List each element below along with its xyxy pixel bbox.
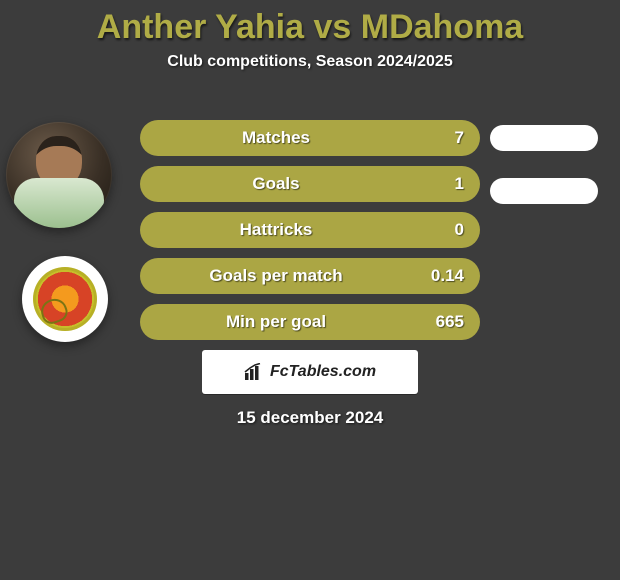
stat-bar: Matches7: [140, 120, 480, 156]
stat-label: Goals per match: [140, 266, 412, 286]
stat-value: 0.14: [412, 266, 464, 286]
player2-name: MDahoma: [361, 8, 523, 46]
brand-text: FcTables.com: [270, 363, 376, 381]
brand-box: FcTables.com: [202, 350, 418, 394]
footer: FcTables.com 15 december 2024: [0, 350, 620, 428]
stat-bar: Hattricks0: [140, 212, 480, 248]
chart-icon: [244, 363, 264, 381]
stat-label: Min per goal: [140, 312, 412, 332]
vs-text: vs: [313, 8, 351, 46]
subtitle: Club competitions, Season 2024/2025: [0, 53, 620, 71]
stat-row: Hattricks0: [140, 212, 480, 248]
comparison-pill: [490, 178, 598, 204]
stat-label: Goals: [140, 174, 412, 194]
stat-bar: Min per goal665: [140, 304, 480, 340]
stat-row: Matches7: [140, 120, 480, 156]
stat-bar: Goals1: [140, 166, 480, 202]
avatars-column: [6, 122, 126, 342]
stats-bars: Matches7Goals1Hattricks0Goals per match0…: [140, 120, 480, 350]
stat-label: Matches: [140, 128, 412, 148]
stat-label: Hattricks: [140, 220, 412, 240]
stat-value: 1: [412, 174, 464, 194]
page-title: Anther Yahia vs MDahoma: [0, 0, 620, 47]
club-badge-icon: [33, 267, 97, 331]
stat-value: 0: [412, 220, 464, 240]
comparison-pill: [490, 125, 598, 151]
stat-value: 7: [412, 128, 464, 148]
stat-row: Min per goal665: [140, 304, 480, 340]
date-text: 15 december 2024: [0, 408, 620, 428]
player-avatar: [6, 122, 112, 228]
club-avatar: [22, 256, 108, 342]
stat-value: 665: [412, 312, 464, 332]
stat-row: Goals per match0.14: [140, 258, 480, 294]
stat-bar: Goals per match0.14: [140, 258, 480, 294]
player1-name: Anther Yahia: [97, 8, 304, 46]
stat-row: Goals1: [140, 166, 480, 202]
